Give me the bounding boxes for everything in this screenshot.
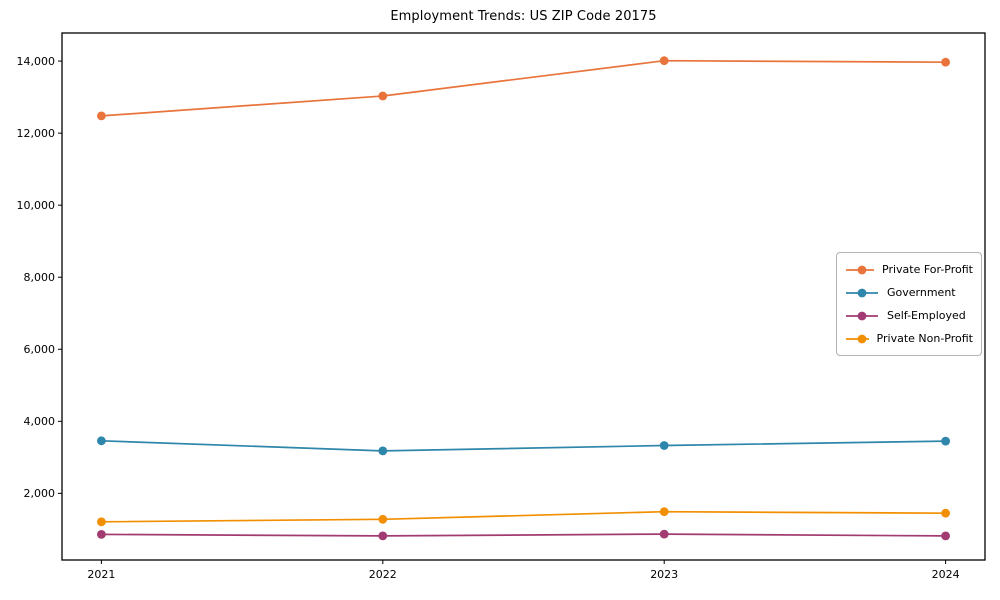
x-tick-label: 2021 [87, 568, 115, 581]
y-tick-label: 14,000 [17, 55, 56, 68]
legend-label: Private Non-Profit [876, 332, 973, 345]
x-tick-label: 2023 [650, 568, 678, 581]
series-line [101, 59, 946, 117]
data-point [941, 508, 950, 518]
x-tick-label: 2024 [932, 568, 960, 581]
data-point [941, 436, 950, 446]
legend-marker-icon [846, 288, 878, 297]
y-tick-label: 6,000 [24, 343, 56, 356]
x-tick-label: 2022 [369, 568, 397, 581]
legend-label: Government [887, 286, 956, 299]
data-point [97, 517, 106, 527]
y-tick-label: 8,000 [24, 271, 56, 284]
legend-item: Government [845, 281, 973, 304]
legend-label: Private For-Profit [882, 263, 973, 276]
data-point [97, 436, 106, 446]
y-tick-label: 2,000 [24, 487, 56, 500]
data-point [378, 91, 388, 101]
y-tick-label: 4,000 [24, 415, 56, 428]
data-point [378, 531, 388, 541]
legend-item: Self-Employed [845, 304, 973, 327]
data-point [378, 446, 388, 456]
legend-marker-icon [846, 265, 874, 274]
legend-item: Private For-Profit [845, 258, 973, 281]
legend: Private For-Profit Government Self-Employe… [836, 252, 982, 356]
data-point [941, 57, 950, 67]
data-point [659, 507, 669, 517]
legend-label: Self-Employed [887, 309, 966, 322]
series-line [101, 533, 946, 537]
plot-border [61, 32, 986, 561]
y-tick-label: 10,000 [17, 199, 56, 212]
data-point [97, 111, 106, 121]
data-point [659, 56, 669, 66]
series-line [101, 510, 946, 523]
data-point [97, 530, 106, 539]
data-point [659, 441, 669, 450]
data-point [659, 529, 669, 539]
legend-marker-icon [846, 311, 878, 320]
chart-title: Employment Trends: US ZIP Code 20175 [390, 9, 657, 24]
data-point [378, 514, 388, 524]
series-line [101, 439, 946, 452]
legend-item: Private Non-Profit [845, 327, 973, 350]
data-point [941, 531, 950, 541]
y-tick-label: 12,000 [17, 127, 56, 140]
legend-marker-icon [846, 334, 869, 343]
